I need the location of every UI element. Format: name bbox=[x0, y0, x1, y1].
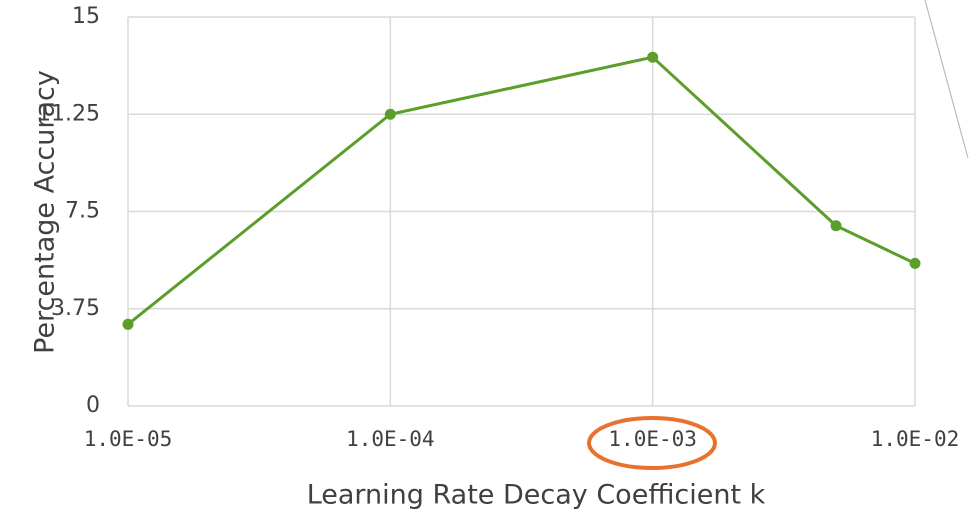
point bbox=[122, 318, 134, 330]
y-tick-label: 7.5 bbox=[65, 199, 100, 224]
point bbox=[647, 51, 659, 63]
point bbox=[384, 108, 396, 120]
x-tick-label: 1.0E-04 bbox=[346, 427, 435, 451]
x-tick-label: 1.0E-03 bbox=[608, 427, 697, 451]
y-tick-label: 0 bbox=[86, 393, 100, 418]
x-axis-label: Learning Rate Decay Coefficient k bbox=[307, 480, 766, 511]
highlight-ellipse bbox=[587, 416, 717, 470]
x-tick-label: 1.0E-05 bbox=[84, 427, 173, 451]
y-tick-label: 11.25 bbox=[37, 101, 100, 126]
y-tick-label: 15 bbox=[72, 4, 100, 29]
point bbox=[909, 257, 921, 269]
y-axis-label: Percentage Accuracy bbox=[30, 70, 61, 354]
decoration-line bbox=[924, 0, 969, 159]
y-tick-label: 3.75 bbox=[51, 296, 100, 321]
point bbox=[830, 220, 842, 232]
x-tick-label: 1.0E-02 bbox=[871, 427, 960, 451]
line bbox=[127, 55, 916, 326]
